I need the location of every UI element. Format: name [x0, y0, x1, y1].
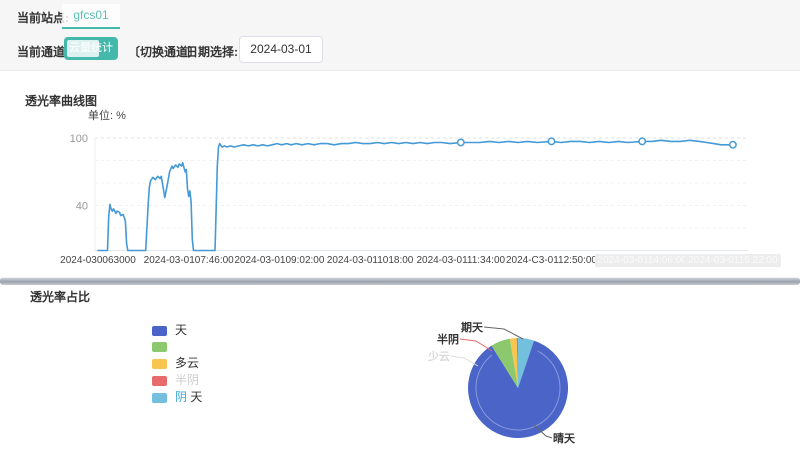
pie-legend: 天多云 半阴阴 天	[152, 323, 203, 409]
pie-inner-ring	[475, 350, 561, 431]
line-series	[97, 139, 734, 252]
y-tick-label: 100	[70, 133, 88, 145]
pie-callout-label: 半阴	[437, 332, 459, 346]
pie-callout-label: 期天	[461, 320, 484, 334]
channel-button[interactable]: 云量统计	[64, 37, 118, 60]
x-tick-label: 2024-030063000	[60, 255, 136, 266]
y-tick-label: 40	[76, 201, 88, 213]
line-chart-title: 透光率曲线图	[25, 94, 98, 108]
pie-label-line	[483, 326, 524, 340]
station-label: 当前站点:	[17, 11, 69, 25]
pie-callout-label: 少云	[427, 349, 450, 363]
channel-label: 当前通道:	[17, 45, 69, 59]
legend-item-2[interactable]: 多云	[152, 356, 202, 370]
pie-slice-0[interactable]	[518, 337, 534, 388]
pie-slice-1[interactable]	[468, 340, 569, 438]
legend-swatch	[152, 375, 167, 386]
legend-swatch	[152, 325, 167, 336]
pie-slice-3[interactable]	[509, 338, 518, 388]
x-tick-label: 2024-03-0109:02:00	[234, 255, 325, 266]
topbar: 当前站点: gfcs01 当前通道: 云量统计 〔切换通道〕 日期选择: 202…	[0, 0, 800, 71]
legend-swatch	[152, 392, 167, 403]
legend-label: 多云	[175, 356, 200, 370]
pie-label-line	[459, 338, 493, 352]
channel-button-label: 云量统计	[69, 42, 113, 54]
x-tick-label: 2024-03-0114:06:00	[586, 254, 698, 267]
legend-item-0[interactable]: 天	[152, 323, 202, 337]
legend-item-3[interactable]: 半阴	[152, 373, 202, 387]
station-tab-label: gfcs01	[73, 8, 109, 22]
station-tab-underline	[62, 27, 120, 29]
data-point-marker[interactable]	[547, 137, 556, 146]
date-input[interactable]: 2024-03-01	[239, 36, 323, 63]
x-tick-label: 2024-03-0107:46:00	[143, 255, 234, 266]
switch-channel-link[interactable]: 〔切换通道〕	[128, 45, 201, 59]
unit-label: 单位: %	[88, 110, 126, 122]
pie-callout-label: 晴天	[553, 431, 576, 445]
date-label: 日期选择:	[186, 45, 238, 59]
pie-label-line	[450, 355, 479, 367]
station-tab[interactable]: gfcs01	[62, 4, 120, 27]
legend-item-4[interactable]: 阴 天	[152, 390, 203, 404]
legend-swatch	[152, 358, 167, 369]
pie-slice-4[interactable]	[516, 337, 518, 388]
legend-item-1[interactable]	[152, 342, 202, 352]
legend-label: 天	[175, 323, 188, 337]
x-tick-label: 2024-03-011018:00	[326, 255, 414, 266]
pie-label-line	[533, 424, 553, 439]
line-chart-canvas: 100 40	[70, 133, 748, 252]
data-point-marker[interactable]	[456, 138, 465, 147]
transmittance-line-chart: 100 40 2024-030063000 2024-03-0107:46:00 20…	[0, 118, 800, 274]
x-tick-label: 2024-C3-0112:50:00	[505, 255, 597, 266]
pie-chart-title: 透光率占比	[30, 290, 91, 304]
divider-scrollbar[interactable]	[0, 277, 800, 285]
legend-label: 半阴	[175, 373, 200, 387]
x-tick-label: 2024-03-0115:22:00	[677, 254, 789, 267]
x-tick-label: 2024-03-0111:34:00	[416, 255, 506, 266]
data-point-marker[interactable]	[728, 140, 737, 149]
pie-slice-2[interactable]	[491, 338, 519, 388]
data-point-marker[interactable]	[638, 137, 647, 146]
legend-swatch	[152, 342, 167, 352]
legend-label: 阴 天	[175, 390, 203, 404]
